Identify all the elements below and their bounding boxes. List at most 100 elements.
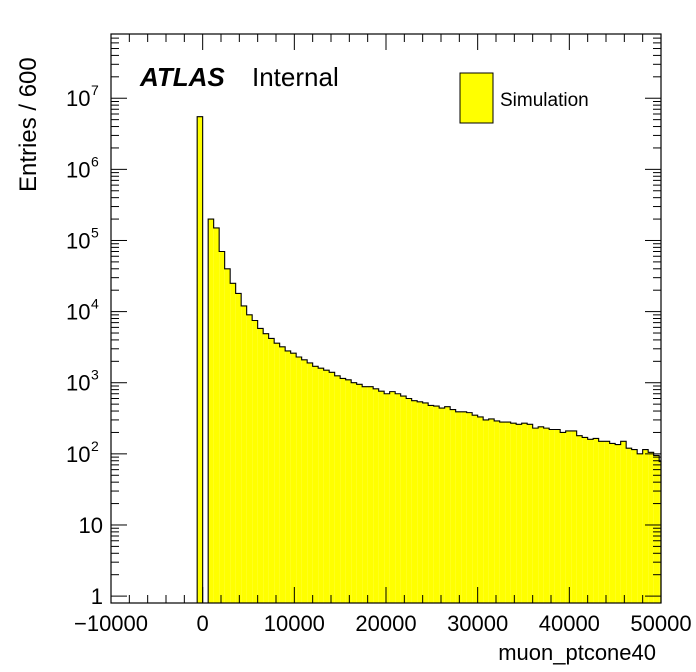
histogram-bar [373, 388, 379, 603]
histogram-bar [565, 430, 572, 603]
histogram-bar [576, 435, 583, 603]
y-tick-label-base: 10 [66, 86, 90, 111]
x-tick-label: 20000 [355, 611, 416, 636]
x-tick-label: 0 [197, 611, 209, 636]
histogram-bar [455, 411, 462, 603]
histogram-bar [642, 449, 649, 603]
histogram-bar [274, 343, 280, 603]
y-tick-label: 1 [91, 584, 103, 609]
histogram-bar [488, 418, 495, 603]
histogram-bar [246, 314, 253, 603]
histogram-bar [422, 402, 429, 603]
histogram-bar [587, 439, 594, 603]
x-axis-ticks [110, 34, 662, 603]
histogram-bar [439, 408, 445, 603]
histogram-bar [290, 353, 297, 603]
histogram-bar [213, 227, 220, 604]
histogram-bars [197, 116, 661, 604]
histogram-bar [356, 384, 363, 603]
histogram-bar [312, 366, 319, 603]
y-tick-label-exponent: 6 [91, 153, 99, 169]
histogram-bar [362, 386, 368, 603]
histogram-bar [318, 368, 324, 603]
x-axis-title: muon_ptcone40 [498, 640, 656, 665]
histogram-bar [257, 328, 264, 603]
atlas-label: ATLAS [139, 62, 225, 92]
histogram-bar [197, 116, 203, 604]
histogram-bar [626, 448, 632, 603]
internal-label: Internal [252, 62, 339, 92]
histogram-bar [323, 370, 330, 603]
x-tick-label: 10000 [264, 611, 325, 636]
y-tick-label-base: 10 [66, 157, 90, 182]
histogram-bar [527, 424, 533, 603]
histogram-bar [340, 378, 346, 603]
histogram-bar [406, 398, 412, 603]
y-tick-label-exponent: 3 [91, 367, 99, 383]
histogram-bar [230, 283, 236, 603]
histogram-bar [593, 438, 599, 603]
histogram-bar [428, 405, 434, 603]
x-tick-label: 50000 [630, 611, 691, 636]
histogram-bar [334, 375, 341, 603]
histogram-bar [483, 419, 489, 603]
histogram-bar [235, 293, 242, 603]
histogram-bar [461, 411, 467, 603]
histogram-bar [296, 357, 302, 603]
histogram-bar [532, 428, 539, 603]
x-tick-label: 40000 [539, 611, 600, 636]
histogram-bar [219, 251, 225, 603]
legend-label-simulation: Simulation [500, 90, 589, 111]
legend: Simulation [459, 72, 589, 124]
histogram-bar [450, 409, 456, 603]
histogram-bar [417, 401, 423, 603]
x-tick-label: −10000 [74, 611, 148, 636]
histogram-bar [268, 338, 275, 603]
histogram-bar [389, 391, 396, 603]
histogram-outline [196, 116, 662, 604]
histogram-bar [252, 320, 258, 603]
histogram-bar [472, 415, 478, 603]
histogram-bar [521, 423, 528, 603]
y-tick-label-base: 10 [66, 442, 90, 467]
x-tick-label: 30000 [447, 611, 508, 636]
histogram-bar [582, 437, 588, 603]
y-tick-label: 10 [79, 513, 103, 538]
histogram-bar [604, 441, 610, 603]
histogram-bar [554, 429, 561, 603]
histogram-bar [400, 396, 407, 603]
histogram-bar [609, 443, 616, 603]
histogram-bar [505, 422, 511, 603]
histogram-bar [516, 424, 522, 603]
y-tick-label-exponent: 2 [91, 438, 99, 454]
histogram-bar [466, 412, 473, 603]
histogram-bar [499, 422, 506, 603]
histogram-bar [241, 305, 247, 603]
histogram-bar [615, 444, 621, 603]
histogram-bar [510, 423, 517, 603]
histogram-bar [279, 346, 286, 603]
histogram-bar [395, 393, 401, 603]
histogram-bar [631, 449, 638, 603]
histogram-bar [208, 219, 214, 603]
histogram-bar [648, 452, 654, 603]
histogram-bar [538, 426, 544, 603]
histogram-bar [263, 333, 269, 603]
y-tick-label-base: 10 [66, 300, 90, 325]
histogram-bar [433, 406, 440, 603]
histogram-bar [571, 430, 577, 603]
y-tick-label-base: 10 [66, 371, 90, 396]
histogram-bar [560, 432, 566, 603]
histogram-bar [411, 400, 418, 603]
histogram-bar [598, 441, 605, 603]
histogram-bar [653, 455, 660, 603]
histogram-bar [329, 372, 335, 603]
y-tick-label-exponent: 5 [91, 224, 99, 240]
histogram-bar [384, 393, 390, 603]
histogram-bar [444, 406, 451, 603]
x-axis-tick-labels: −10000 0 10000 20000 30000 40000 50000 [74, 611, 692, 636]
histogram-bar [285, 350, 291, 603]
histogram-bar [301, 359, 308, 603]
histogram-bar [351, 382, 357, 603]
